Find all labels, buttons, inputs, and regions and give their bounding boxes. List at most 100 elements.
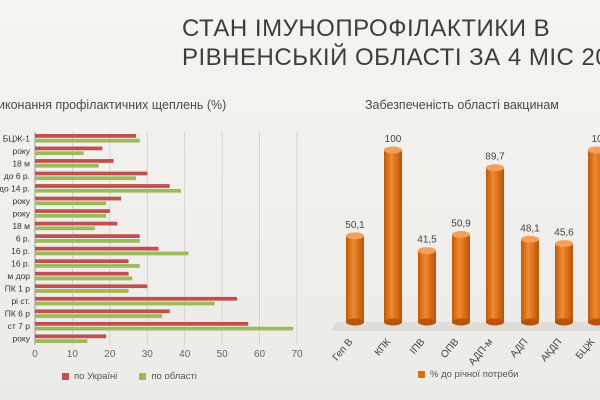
category-label: року [12, 334, 30, 344]
bar-oblast [35, 188, 181, 193]
bar-ukraine [35, 321, 249, 326]
category-label: ПК 1 р [5, 284, 31, 294]
bar-oblast [35, 213, 107, 218]
category-label: ОПВ [439, 337, 462, 361]
bar-oblast [35, 326, 294, 331]
category-label: 18 м [12, 158, 30, 168]
supply-bar-top [452, 230, 470, 238]
bar-oblast [35, 251, 189, 256]
bar-ukraine [35, 271, 129, 276]
supply-bar [384, 150, 402, 322]
supply-bar-top [486, 164, 504, 172]
supply-bar [588, 150, 600, 322]
category-label: року [12, 146, 30, 156]
legend-label-supply: % до річної потреби [430, 369, 519, 380]
category-label: Геп В [331, 337, 356, 364]
category-label: рі ст. [11, 296, 30, 306]
category-label: року [12, 208, 30, 218]
x-tick-label: 30 [142, 349, 154, 360]
bar-ukraine [35, 196, 122, 201]
supply-bar [452, 234, 470, 322]
category-label: 16 р. [11, 259, 30, 269]
x-tick-label: 0 [32, 349, 38, 360]
slide-title: СТАН ІМУНОПРОФІЛАКТИКИ В РІВНЕНСЬКІЙ ОБЛ… [182, 14, 600, 72]
category-label: АДП [508, 337, 530, 360]
category-label: БЦЖ-1 [3, 133, 31, 143]
bar-ukraine [35, 259, 129, 264]
category-label: ст 7 р [8, 321, 31, 331]
data-label: 41,5 [417, 235, 437, 246]
bar-ukraine [35, 246, 159, 251]
bar-oblast [35, 226, 95, 231]
bar-ukraine [35, 309, 170, 314]
category-label: ПК 6 р [5, 309, 31, 319]
supply-bar-base [418, 318, 436, 326]
category-label: АКДП [539, 337, 564, 364]
slide-title-line-2: РІВНЕНСЬКІЙ ОБЛАСТІ ЗА 4 МІС 2018 [182, 44, 600, 71]
category-label: до 14 р. [0, 183, 30, 193]
x-tick-label: 40 [179, 349, 191, 360]
legend-label-ukraine: по Україні [74, 371, 118, 382]
bar-oblast [35, 289, 129, 293]
category-label: 6 р. [16, 234, 30, 244]
data-label: 48,1 [520, 223, 540, 234]
bar-ukraine [35, 159, 114, 163]
x-tick-label: 50 [217, 349, 229, 360]
category-label: КПК [373, 337, 394, 359]
bar-ukraine [35, 184, 170, 188]
x-tick-label: 20 [104, 349, 116, 360]
supply-chart-title: Забезпеченість області вакцинам [365, 98, 559, 112]
bar-ukraine [35, 284, 148, 289]
bar-ukraine [35, 134, 137, 138]
legend-swatch-ukraine [62, 373, 69, 380]
data-label: 100 [385, 134, 402, 145]
x-tick-label: 70 [291, 349, 303, 360]
supply-bar-base [384, 318, 402, 326]
supply-bar [555, 243, 573, 322]
bar-oblast [35, 264, 140, 268]
bar-ukraine [35, 221, 118, 226]
vaccination-chart-title: иконання профілактичних щеплень (%) [0, 98, 227, 112]
legend-swatch-supply [418, 371, 425, 378]
data-label: 10 [591, 134, 600, 145]
supply-bar-top [384, 146, 402, 154]
bar-oblast [35, 201, 107, 206]
bar-ukraine [35, 146, 103, 151]
bar-ukraine [35, 209, 110, 213]
category-label: до 6 р. [4, 171, 30, 181]
supply-bar-top [418, 247, 436, 255]
legend-swatch-oblast [139, 373, 147, 380]
supply-bar [346, 235, 364, 322]
bar-ukraine [35, 334, 107, 339]
bar-oblast [35, 151, 84, 156]
data-label: 89,7 [485, 152, 505, 163]
bar-oblast [35, 138, 140, 143]
supply-bar [521, 239, 539, 322]
bar-ukraine [35, 234, 140, 238]
bar-ukraine [35, 171, 148, 176]
supply-legend: % до річної потреби [418, 369, 518, 380]
supply-bar-top [555, 240, 573, 248]
bar-oblast [35, 176, 137, 181]
data-label: 50,1 [345, 220, 365, 231]
supply-bar-base [452, 318, 470, 326]
supply-bar-base [555, 318, 573, 326]
supply-bar-base [486, 318, 504, 326]
bar-oblast [35, 301, 215, 306]
legend-label-oblast: по області [151, 371, 197, 382]
category-label: року [12, 196, 30, 206]
supply-bar-top [521, 235, 539, 243]
supply-bar-top [588, 146, 600, 154]
category-label: ІПВ [408, 337, 427, 357]
bar-oblast [35, 339, 88, 343]
category-label: м дор [7, 271, 30, 281]
x-tick-label: 10 [67, 349, 79, 360]
bar-oblast [35, 276, 133, 281]
supply-bar [418, 250, 436, 322]
category-label: 16 р. [11, 246, 30, 256]
bar-oblast [35, 239, 140, 243]
category-label: АДП-м [467, 337, 496, 368]
